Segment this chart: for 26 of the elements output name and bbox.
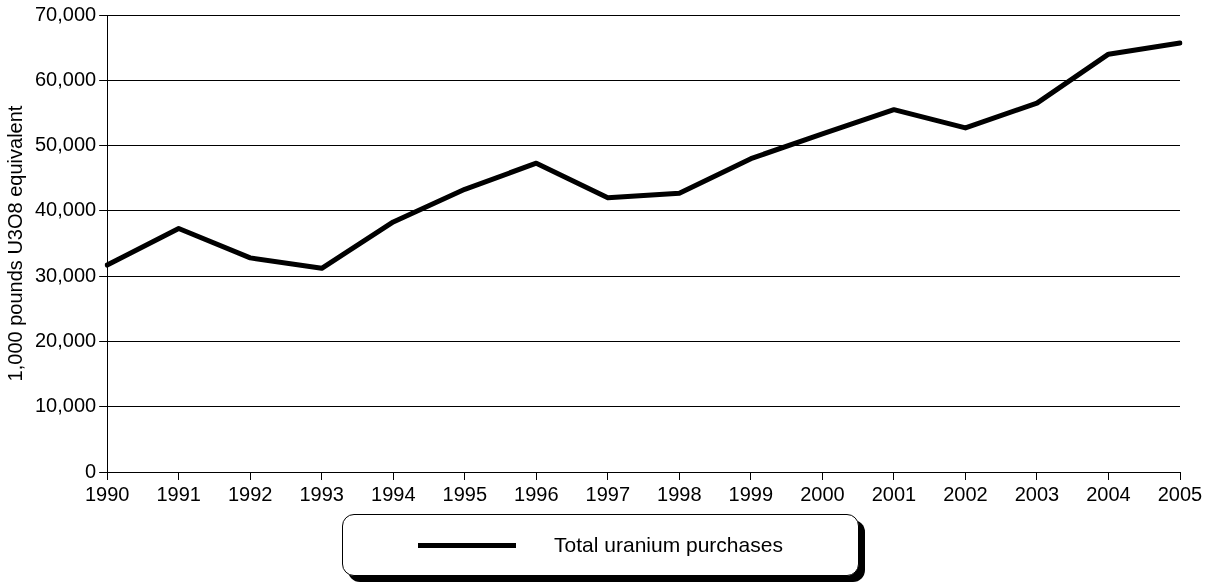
y-tick-label: 40,000 (35, 198, 97, 221)
y-tick-label: 70,000 (35, 2, 97, 25)
x-tick-label: 1997 (585, 482, 631, 505)
y-tick-label: 10,000 (35, 394, 97, 417)
x-tick-label: 1998 (657, 482, 702, 505)
y-tick-label: 50,000 (35, 133, 97, 156)
x-tick-label: 1994 (371, 482, 416, 505)
x-tick-label: 2005 (1157, 482, 1203, 505)
x-tick-label: 2000 (800, 482, 845, 505)
x-tick-label: 2004 (1086, 482, 1131, 505)
x-tick-label: 1991 (156, 482, 201, 505)
y-tick-label: 30,000 (35, 263, 97, 286)
y-tick-label: 0 (85, 459, 97, 482)
x-tick-label: 2002 (943, 482, 988, 505)
y-tick-label: 60,000 (35, 67, 97, 90)
x-tick-label: 1999 (728, 482, 774, 505)
x-tick-label: 1996 (514, 482, 559, 505)
legend-label: Total uranium purchases (554, 533, 783, 557)
x-tick-label: 1995 (442, 482, 488, 505)
y-axis-title: 1,000 pounds U3O8 equivalent (3, 105, 26, 382)
x-tick-label: 2001 (871, 482, 917, 505)
x-tick-label: 2003 (1014, 482, 1060, 505)
y-tick-label: 20,000 (35, 328, 97, 351)
x-tick-label: 1992 (227, 482, 273, 505)
x-tick-label: 1990 (84, 482, 130, 505)
x-tick-label: 1993 (299, 482, 344, 505)
